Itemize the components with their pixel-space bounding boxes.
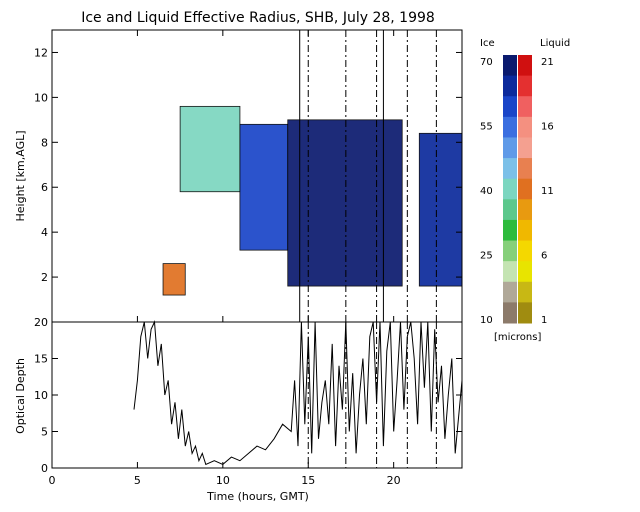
colorbar-ice-tick: 55 [480, 122, 493, 133]
colorbar-ice-swatch [503, 219, 517, 242]
colorbar-ice-tick: 40 [480, 186, 493, 197]
optical-depth-tick-label: 0 [41, 462, 48, 475]
optical-depth-tick-label: 20 [34, 316, 48, 329]
colorbar-liquid-swatch [518, 178, 532, 200]
colorbar-liquid-title: Liquid [540, 38, 570, 49]
colorbar-ice-title: Ice [480, 38, 495, 49]
colorbar-liquid-swatch [518, 116, 532, 138]
colorbar-ice-tick: 25 [480, 251, 493, 262]
cloud-region-ice [418, 132, 463, 287]
colorbar-liquid-swatch [518, 55, 532, 77]
time-axis: 0 5 10 15 20 [49, 462, 401, 487]
optical-depth-tick-label: 15 [34, 353, 48, 366]
colorbar-ice-swatch [503, 240, 517, 262]
colorbar-ice-swatch [503, 302, 517, 324]
height-axis: 2 4 6 8 10 12 [34, 46, 462, 284]
height-tick-label: 8 [41, 136, 48, 149]
optical-depth-axis: 0 5 10 15 20 [34, 316, 462, 475]
cloud-region-ice [287, 119, 403, 287]
height-panel: 2 4 6 8 10 12 Height [km,AGL] [14, 29, 463, 323]
colorbar-ice-swatch [503, 116, 517, 138]
time-axis-label: Time (hours, GMT) [206, 490, 309, 503]
colorbar-ice-tick: 70 [480, 57, 493, 68]
colorbar-ice-swatch [503, 158, 517, 180]
colorbar-liquid-swatch [518, 240, 532, 262]
height-tick-label: 2 [41, 271, 48, 284]
cloud-region-ice [179, 105, 241, 193]
optical-depth-tick-label: 5 [41, 426, 48, 439]
colorbar-liquid-swatch [518, 158, 532, 180]
colorbar-ice-swatch [503, 137, 517, 159]
time-tick-label: 20 [387, 474, 401, 487]
colorbar-liquid-tick: 21 [541, 57, 554, 68]
colorbar-ice-swatch [503, 178, 517, 200]
colorbar-ice-tick: 10 [480, 315, 493, 326]
cloud-field [162, 105, 463, 296]
colorbar-liquid-swatch [518, 96, 532, 118]
optical-depth-tick-label: 10 [34, 389, 48, 402]
colorbar-liquid-tick: 1 [541, 315, 547, 326]
cloud-region-liquid [162, 263, 186, 296]
event-lines [299, 30, 437, 322]
colorbar-liquid-tick: 6 [541, 251, 547, 262]
colorbar-liquid-swatch [518, 199, 532, 221]
optical-depth-axis-label: Optical Depth [14, 358, 27, 434]
colorbar-ice-swatch [503, 281, 517, 303]
colorbar-liquid-tick: 16 [541, 122, 554, 133]
height-axis-label: Height [km,AGL] [14, 130, 27, 221]
optical-depth-panel: 0 5 10 15 20 0 5 10 15 20 Optical Depth Time (ho… [14, 316, 463, 503]
chart-title: Ice and Liquid Effective Radius, SHB, Ju… [81, 10, 435, 26]
colorbar-ice-swatch [503, 96, 517, 118]
colorbar-liquid-swatch [518, 261, 532, 283]
height-tick-label: 4 [41, 226, 48, 239]
time-tick-label: 15 [301, 474, 315, 487]
colorbar-ice-swatch [503, 55, 517, 77]
height-tick-label: 10 [34, 91, 48, 104]
optical-depth-series-line [133, 320, 463, 466]
colorbar-liquid-swatch [518, 281, 532, 303]
colorbar-liquid-swatch [518, 302, 532, 324]
cloud-region-ice [239, 123, 289, 251]
colorbar-tick-labels: 70 55 40 25 10 21 16 11 6 1 [480, 57, 554, 326]
event-lines-bottom [307, 322, 437, 468]
height-tick-label: 6 [41, 181, 48, 194]
time-tick-label: 5 [134, 474, 141, 487]
colorbar-liquid-tick: 11 [541, 186, 554, 197]
colorbar-liquid-swatch [518, 137, 532, 159]
height-tick-label: 12 [34, 46, 48, 59]
time-tick-label: 10 [216, 474, 230, 487]
height-panel-x-ticks [51, 30, 395, 322]
colorbar-ice-swatch [503, 75, 517, 97]
colorbar-ice-swatch [503, 261, 517, 283]
colorbar-liquid-swatch [518, 75, 532, 97]
colorbar: Ice Liquid 70 55 40 25 10 21 16 11 6 1 [microns] [480, 38, 570, 343]
colorbar-liquid-swatch [518, 219, 532, 242]
time-tick-label: 0 [49, 474, 56, 487]
colorbar-ice-scale [503, 55, 517, 324]
colorbar-unit: [microns] [494, 332, 541, 343]
colorbar-liquid-scale [518, 55, 532, 324]
colorbar-ice-swatch [503, 199, 517, 221]
